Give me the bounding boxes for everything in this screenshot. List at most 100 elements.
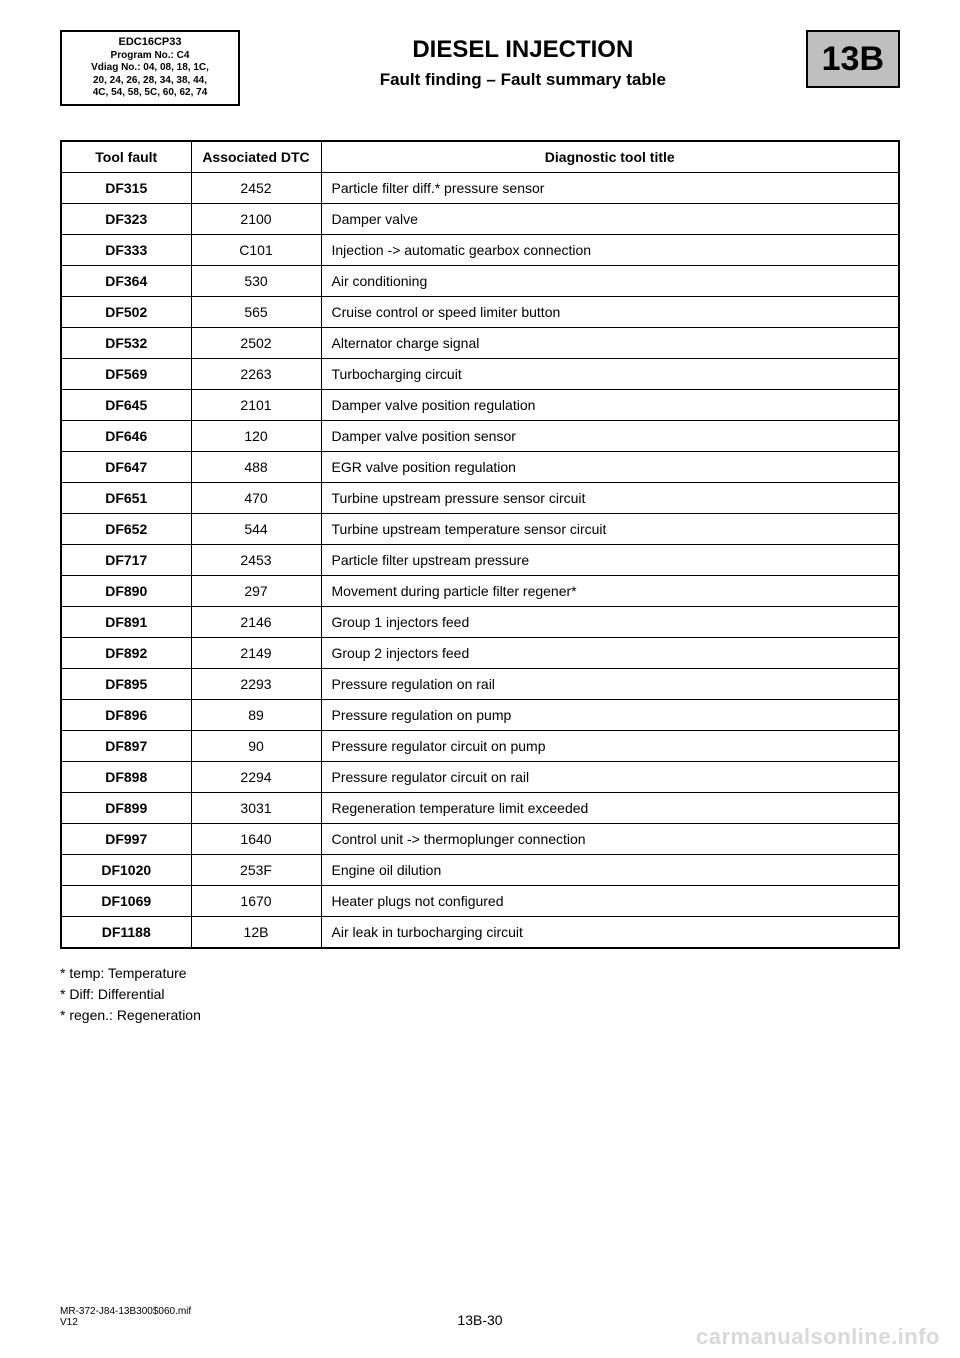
footnote-line: * temp: Temperature bbox=[60, 963, 900, 984]
table-row: DF651470Turbine upstream pressure sensor… bbox=[61, 482, 899, 513]
table-header-row: Tool fault Associated DTC Diagnostic too… bbox=[61, 141, 899, 173]
footnotes: * temp: Temperature * Diff: Differential… bbox=[60, 963, 900, 1026]
cell-dtc: 2263 bbox=[191, 358, 321, 389]
watermark: carmanualsonline.info bbox=[696, 1324, 940, 1350]
footer-ref-block: MR-372-J84-13B300$060.mif V12 bbox=[60, 1306, 191, 1328]
page-subtitle: Fault finding – Fault summary table bbox=[254, 70, 792, 90]
cell-fault: DF333 bbox=[61, 234, 191, 265]
cell-title: Pressure regulation on rail bbox=[321, 668, 899, 699]
fault-table: Tool fault Associated DTC Diagnostic too… bbox=[60, 140, 900, 949]
cell-title: Regeneration temperature limit exceeded bbox=[321, 792, 899, 823]
cell-dtc: 2452 bbox=[191, 172, 321, 203]
cell-fault: DF895 bbox=[61, 668, 191, 699]
cell-dtc: 297 bbox=[191, 575, 321, 606]
cell-fault: DF651 bbox=[61, 482, 191, 513]
cell-dtc: 1640 bbox=[191, 823, 321, 854]
cell-dtc: 2149 bbox=[191, 637, 321, 668]
cell-dtc: 565 bbox=[191, 296, 321, 327]
cell-dtc: 1670 bbox=[191, 885, 321, 916]
cell-fault: DF1188 bbox=[61, 916, 191, 948]
cell-dtc: 3031 bbox=[191, 792, 321, 823]
table-row: DF647488EGR valve position regulation bbox=[61, 451, 899, 482]
table-row: DF502565Cruise control or speed limiter … bbox=[61, 296, 899, 327]
footer-ref: MR-372-J84-13B300$060.mif bbox=[60, 1306, 191, 1317]
cell-title: EGR valve position regulation bbox=[321, 451, 899, 482]
cell-title: Alternator charge signal bbox=[321, 327, 899, 358]
cell-title: Air leak in turbocharging circuit bbox=[321, 916, 899, 948]
table-row: DF118812BAir leak in turbocharging circu… bbox=[61, 916, 899, 948]
cell-title: Air conditioning bbox=[321, 265, 899, 296]
cell-fault: DF315 bbox=[61, 172, 191, 203]
cell-title: Particle filter upstream pressure bbox=[321, 544, 899, 575]
cell-title: Turbine upstream temperature sensor circ… bbox=[321, 513, 899, 544]
cell-dtc: 2100 bbox=[191, 203, 321, 234]
cell-fault: DF891 bbox=[61, 606, 191, 637]
meta-line: Vdiag No.: 04, 08, 18, 1C, bbox=[68, 62, 232, 75]
cell-title: Group 2 injectors feed bbox=[321, 637, 899, 668]
cell-fault: DF652 bbox=[61, 513, 191, 544]
table-row: DF8922149Group 2 injectors feed bbox=[61, 637, 899, 668]
cell-dtc: 530 bbox=[191, 265, 321, 296]
cell-dtc: 2453 bbox=[191, 544, 321, 575]
table-row: DF9971640Control unit -> thermoplunger c… bbox=[61, 823, 899, 854]
cell-dtc: 544 bbox=[191, 513, 321, 544]
cell-title: Pressure regulation on pump bbox=[321, 699, 899, 730]
cell-title: Group 1 injectors feed bbox=[321, 606, 899, 637]
cell-title: Heater plugs not configured bbox=[321, 885, 899, 916]
table-row: DF890297Movement during particle filter … bbox=[61, 575, 899, 606]
table-row: DF652544Turbine upstream temperature sen… bbox=[61, 513, 899, 544]
cell-title: Movement during particle filter regener* bbox=[321, 575, 899, 606]
cell-fault: DF896 bbox=[61, 699, 191, 730]
table-row: DF646120Damper valve position sensor bbox=[61, 420, 899, 451]
page-header: EDC16CP33 Program No.: C4 Vdiag No.: 04,… bbox=[60, 30, 900, 106]
cell-fault: DF890 bbox=[61, 575, 191, 606]
footnote-line: * regen.: Regeneration bbox=[60, 1005, 900, 1026]
cell-title: Damper valve position regulation bbox=[321, 389, 899, 420]
cell-dtc: 470 bbox=[191, 482, 321, 513]
table-row: DF10691670Heater plugs not configured bbox=[61, 885, 899, 916]
meta-box: EDC16CP33 Program No.: C4 Vdiag No.: 04,… bbox=[60, 30, 240, 106]
footer-ver: V12 bbox=[60, 1317, 191, 1328]
meta-line: Program No.: C4 bbox=[68, 50, 232, 63]
cell-dtc: 2146 bbox=[191, 606, 321, 637]
cell-fault: DF645 bbox=[61, 389, 191, 420]
cell-fault: DF997 bbox=[61, 823, 191, 854]
cell-dtc: 12B bbox=[191, 916, 321, 948]
table-row: DF7172453Particle filter upstream pressu… bbox=[61, 544, 899, 575]
cell-dtc: 2101 bbox=[191, 389, 321, 420]
footnote-line: * Diff: Differential bbox=[60, 984, 900, 1005]
cell-title: Damper valve position sensor bbox=[321, 420, 899, 451]
cell-dtc: 2294 bbox=[191, 761, 321, 792]
cell-title: Cruise control or speed limiter button bbox=[321, 296, 899, 327]
table-row: DF6452101Damper valve position regulatio… bbox=[61, 389, 899, 420]
cell-title: Damper valve bbox=[321, 203, 899, 234]
table-row: DF333C101Injection -> automatic gearbox … bbox=[61, 234, 899, 265]
cell-dtc: 120 bbox=[191, 420, 321, 451]
meta-line: 4C, 54, 58, 5C, 60, 62, 74 bbox=[68, 87, 232, 100]
meta-line: 20, 24, 26, 28, 34, 38, 44, bbox=[68, 75, 232, 88]
table-row: DF8982294Pressure regulator circuit on r… bbox=[61, 761, 899, 792]
section-badge: 13B bbox=[806, 30, 900, 88]
table-row: DF3152452Particle filter diff.* pressure… bbox=[61, 172, 899, 203]
cell-fault: DF532 bbox=[61, 327, 191, 358]
cell-title: Turbine upstream pressure sensor circuit bbox=[321, 482, 899, 513]
table-row: DF8912146Group 1 injectors feed bbox=[61, 606, 899, 637]
cell-title: Pressure regulator circuit on rail bbox=[321, 761, 899, 792]
cell-dtc: 488 bbox=[191, 451, 321, 482]
table-row: DF5692263Turbocharging circuit bbox=[61, 358, 899, 389]
cell-fault: DF892 bbox=[61, 637, 191, 668]
cell-fault: DF899 bbox=[61, 792, 191, 823]
cell-title: Turbocharging circuit bbox=[321, 358, 899, 389]
cell-fault: DF897 bbox=[61, 730, 191, 761]
table-row: DF5322502Alternator charge signal bbox=[61, 327, 899, 358]
cell-fault: DF569 bbox=[61, 358, 191, 389]
cell-fault: DF364 bbox=[61, 265, 191, 296]
cell-title: Injection -> automatic gearbox connectio… bbox=[321, 234, 899, 265]
cell-title: Engine oil dilution bbox=[321, 854, 899, 885]
table-row: DF8952293Pressure regulation on rail bbox=[61, 668, 899, 699]
col-header-fault: Tool fault bbox=[61, 141, 191, 173]
cell-fault: DF898 bbox=[61, 761, 191, 792]
table-row: DF364530Air conditioning bbox=[61, 265, 899, 296]
cell-title: Particle filter diff.* pressure sensor bbox=[321, 172, 899, 203]
cell-title: Pressure regulator circuit on pump bbox=[321, 730, 899, 761]
